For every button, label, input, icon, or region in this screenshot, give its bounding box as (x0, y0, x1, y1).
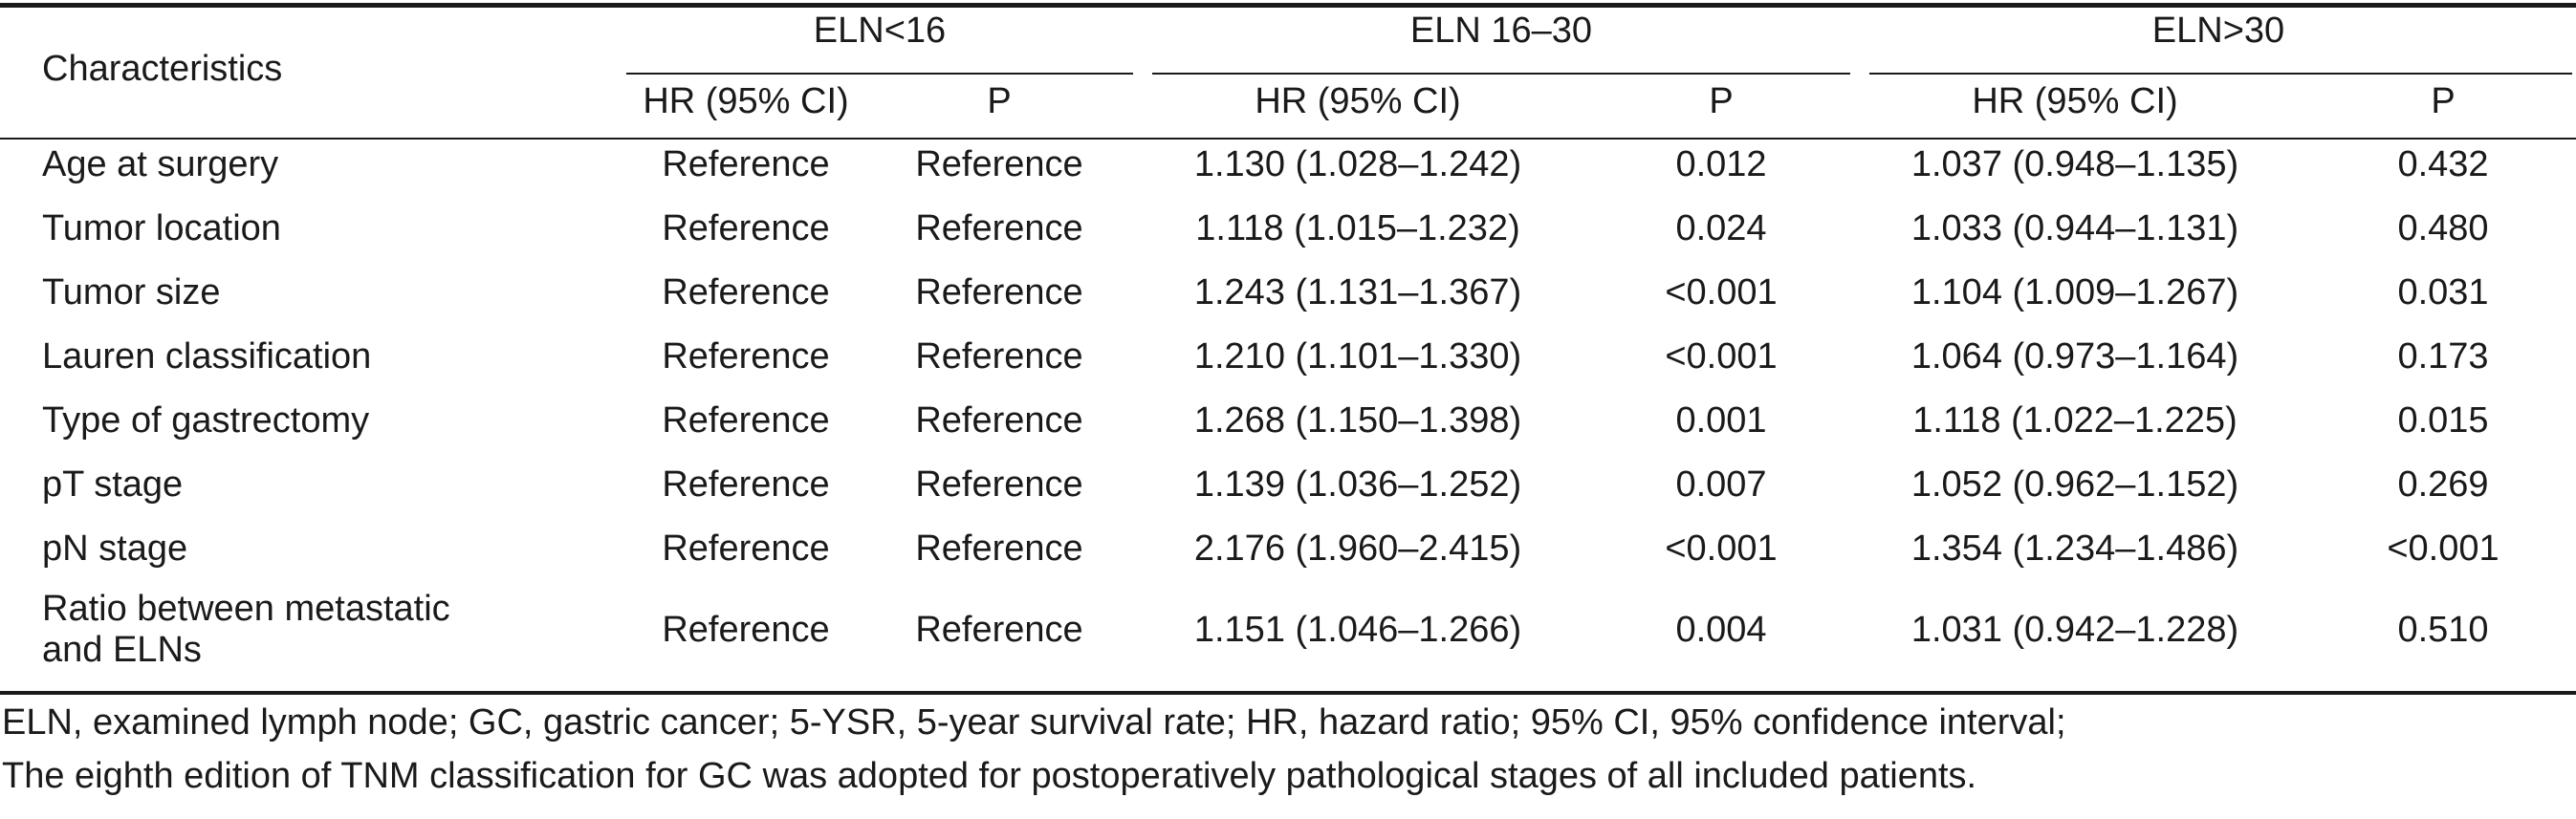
cell-g3-p: 0.480 (2397, 208, 2489, 248)
cell-g1-p: Reference (915, 272, 1083, 313)
row-label: pT stage (42, 464, 184, 505)
cell-g3-p: 0.173 (2397, 336, 2489, 377)
cell-g1-p: Reference (915, 400, 1083, 441)
table-bottom-rule (0, 691, 2576, 695)
cell-g2-hr: 1.130 (1.028–1.242) (1193, 144, 1522, 184)
cell-g1-hr: Reference (662, 528, 830, 569)
row-label: Lauren classification (42, 336, 372, 377)
footnote-line-2: The eighth edition of TNM classification… (2, 756, 1977, 796)
header-hr-1: HR (95% CI) (643, 81, 849, 121)
cell-g2-p: 0.004 (1675, 610, 1767, 650)
cell-g3-p: 0.031 (2397, 272, 2489, 313)
cell-g3-p: 0.015 (2397, 400, 2489, 441)
cell-g1-p: Reference (915, 528, 1083, 569)
cell-g3-hr: 1.104 (1.009–1.267) (1910, 272, 2239, 313)
cell-g3-hr: 1.064 (0.973–1.164) (1910, 336, 2239, 377)
cell-g2-hr: 1.139 (1.036–1.252) (1193, 464, 1522, 505)
cell-g3-p: 0.269 (2397, 464, 2489, 505)
group-underline-3 (1869, 73, 2572, 75)
header-rule (0, 138, 2576, 140)
cell-g3-hr: 1.031 (0.942–1.228) (1910, 610, 2239, 650)
cell-g3-p: 0.510 (2397, 610, 2489, 650)
cell-g2-p: <0.001 (1665, 336, 1778, 377)
header-p-3: P (2431, 81, 2456, 121)
cell-g1-p: Reference (915, 208, 1083, 248)
header-group-eln-16-30: ELN 16–30 (1409, 11, 1593, 51)
row-label: pN stage (42, 528, 188, 569)
row-label-line-2: and ELNs (42, 630, 202, 670)
cell-g2-hr: 1.268 (1.150–1.398) (1193, 400, 1522, 441)
cell-g1-p: Reference (915, 464, 1083, 505)
cell-g1-hr: Reference (662, 208, 830, 248)
cell-g2-hr: 1.118 (1.015–1.232) (1195, 208, 1520, 248)
cell-g1-hr: Reference (662, 336, 830, 377)
header-hr-3: HR (95% CI) (1972, 81, 2178, 121)
row-label-line-1: Ratio between metastatic (42, 589, 450, 629)
cell-g2-p: 0.012 (1675, 144, 1767, 184)
cell-g2-p: 0.007 (1675, 464, 1767, 505)
cell-g3-hr: 1.118 (1.022–1.225) (1912, 400, 2238, 441)
cell-g1-hr: Reference (662, 144, 830, 184)
group-underline-1 (626, 73, 1133, 75)
row-label: Tumor location (42, 208, 281, 248)
header-p-1: P (987, 81, 1012, 121)
cell-g3-hr: 1.037 (0.948–1.135) (1910, 144, 2239, 184)
cell-g2-p: 0.001 (1675, 400, 1767, 441)
cell-g1-hr: Reference (662, 272, 830, 313)
cell-g1-hr: Reference (662, 610, 830, 650)
header-characteristics: Characteristics (42, 49, 283, 89)
cell-g2-p: <0.001 (1665, 272, 1778, 313)
header-hr-2: HR (95% CI) (1255, 81, 1461, 121)
row-label: Tumor size (42, 272, 221, 313)
header-p-2: P (1709, 81, 1734, 121)
cell-g3-hr: 1.052 (0.962–1.152) (1910, 464, 2239, 505)
row-label: Age at surgery (42, 144, 279, 184)
cell-g2-p: 0.024 (1675, 208, 1767, 248)
cell-g1-p: Reference (915, 610, 1083, 650)
cell-g3-p: <0.001 (2387, 528, 2500, 569)
cell-g3-p: 0.432 (2397, 144, 2489, 184)
cell-g3-hr: 1.033 (0.944–1.131) (1910, 208, 2239, 248)
cell-g2-hr: 1.210 (1.101–1.330) (1193, 336, 1522, 377)
cell-g2-hr: 1.151 (1.046–1.266) (1193, 610, 1522, 650)
cell-g1-p: Reference (915, 336, 1083, 377)
cell-g2-hr: 1.243 (1.131–1.367) (1193, 272, 1522, 313)
cell-g1-hr: Reference (662, 464, 830, 505)
cell-g2-hr: 2.176 (1.960–2.415) (1193, 528, 1522, 569)
header-group-eln-lt16: ELN<16 (813, 11, 947, 51)
table-top-rule (0, 3, 2576, 8)
group-underline-2 (1152, 73, 1850, 75)
cell-g1-hr: Reference (662, 400, 830, 441)
cell-g3-hr: 1.354 (1.234–1.486) (1910, 528, 2239, 569)
cell-g1-p: Reference (915, 144, 1083, 184)
cell-g2-p: <0.001 (1665, 528, 1778, 569)
table-footnote: ELN, examined lymph node; GC, gastric ca… (2, 696, 2574, 803)
row-label: Type of gastrectomy (42, 400, 370, 441)
header-group-eln-gt30: ELN>30 (2151, 11, 2285, 51)
footnote-line-1: ELN, examined lymph node; GC, gastric ca… (2, 702, 2066, 743)
